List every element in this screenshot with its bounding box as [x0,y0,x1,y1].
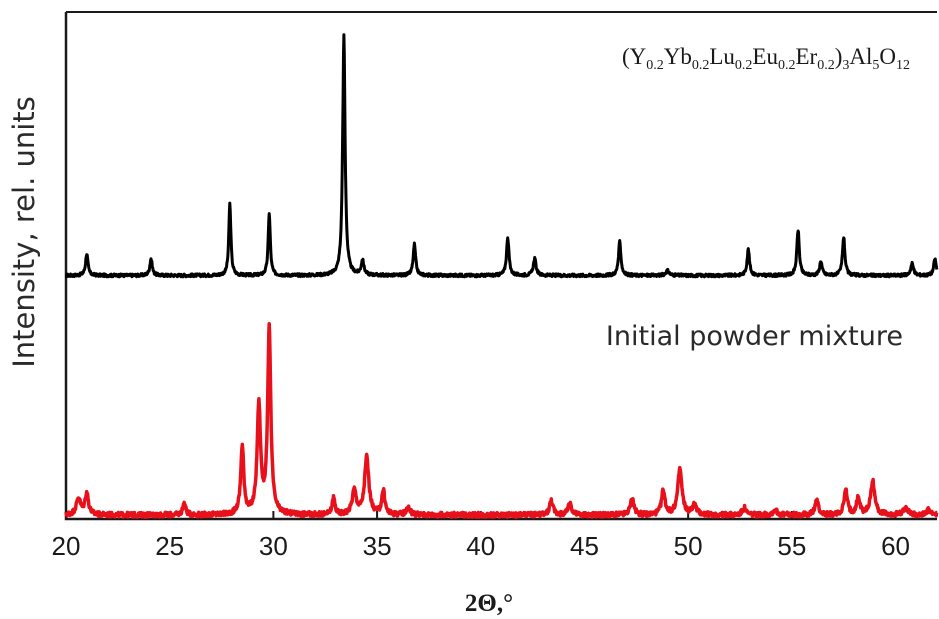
x-tick-label: 30 [259,531,288,561]
labels: (Y0.2Yb0.2Lu0.2Eu0.2Er0.2)3Al5O12Initial… [606,44,910,352]
x-tick-label: 50 [674,531,703,561]
x-axis-label: 2Θ,° [465,590,513,617]
x-tick-label: 55 [777,531,806,561]
axis-frame [64,12,937,521]
formula-part: 5 [872,58,879,73]
x-tick-label: 40 [466,531,495,561]
formula-part: 0.2 [778,58,796,73]
formula-part: 12 [896,58,910,73]
formula-part: ) [835,44,843,69]
formula-part: Eu [752,44,778,69]
formula-part: Al [849,44,872,69]
formula-part: Yb [664,44,692,69]
x-tick-label: 60 [881,531,910,561]
formula-part: Lu [709,44,735,69]
x-tick-label: 35 [363,531,392,561]
formula-part: Er [795,44,817,69]
formula-part: (Y [622,44,647,69]
x-tick-label: 45 [570,531,599,561]
axes: 20 25 30 35 40 45 50 55 60 [52,11,937,561]
formula-part: 0.2 [692,58,710,73]
formula-part: 3 [842,58,849,73]
formula-part: 0.2 [735,58,753,73]
series-line-2 [64,321,939,519]
formula-part: O [879,44,896,69]
x-tick-label: 25 [155,531,184,561]
series-label-initial: Initial powder mixture [606,321,903,352]
formula-part: 0.2 [646,58,664,73]
y-axis-label: Intensity, rel. units [7,96,41,368]
series-layer [64,33,939,519]
series-line-1 [64,33,939,279]
x-tick-label: 20 [52,531,81,561]
series-label-formula: (Y0.2Yb0.2Lu0.2Eu0.2Er0.2)3Al5O12 [622,44,910,73]
formula-part: 0.2 [817,58,835,73]
